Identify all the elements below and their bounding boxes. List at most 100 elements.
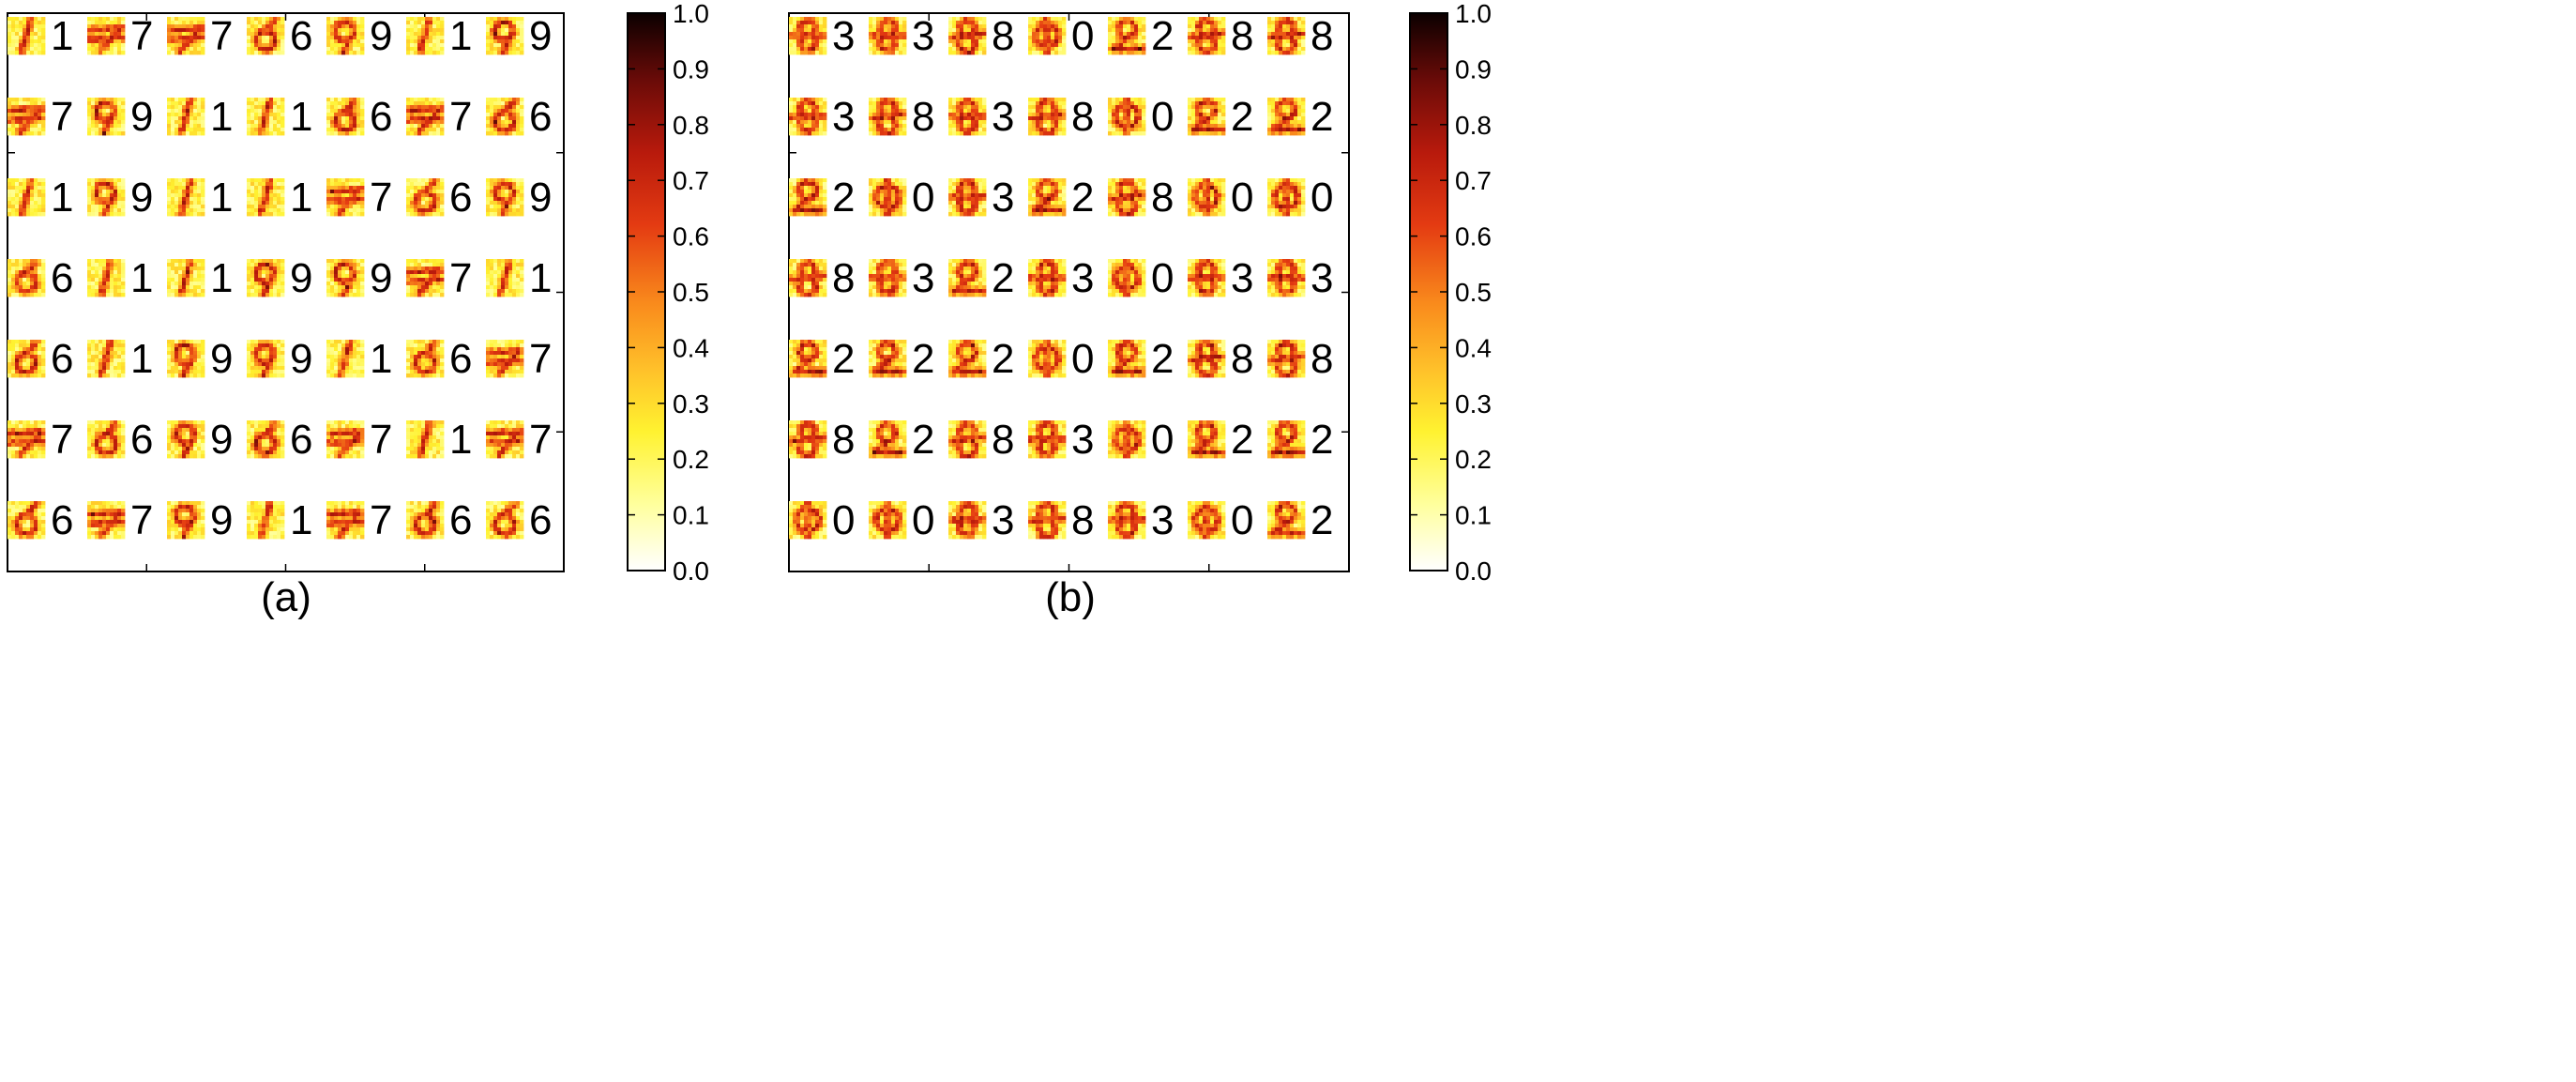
tile-pixel — [167, 197, 172, 202]
tile-pixel — [114, 285, 118, 290]
tile-pixel — [174, 516, 179, 521]
tile-pixel — [117, 362, 122, 367]
tile-pixel — [117, 355, 122, 359]
tile-pixel — [178, 340, 183, 344]
tile-pixel — [493, 505, 498, 510]
tile-pixel — [277, 116, 281, 121]
tile-pixel — [197, 274, 202, 279]
tile-pixel — [421, 120, 426, 125]
tile-pixel — [247, 505, 251, 510]
tile-pixel — [356, 47, 361, 52]
tile-pixel — [273, 270, 278, 275]
tile-pixel — [436, 366, 441, 371]
tile-pixel — [87, 501, 92, 506]
tile-pixel — [178, 524, 183, 528]
tile-pixel — [508, 47, 513, 52]
tile-pixel — [505, 278, 509, 282]
tile-pixel — [167, 278, 172, 282]
tile-pixel — [490, 531, 494, 536]
tile-pixel — [265, 358, 270, 363]
tile-pixel — [8, 439, 12, 444]
tile-pixel — [167, 39, 172, 44]
tile-pixel — [512, 263, 517, 267]
tile-pixel — [98, 370, 103, 374]
tile-pixel — [356, 343, 361, 348]
tile-pixel — [23, 113, 27, 117]
tile-pixel — [429, 193, 433, 198]
tile-pixel — [330, 274, 335, 279]
tile-pixel — [280, 43, 285, 48]
tile-pixel — [493, 373, 498, 378]
tile-pixel — [171, 131, 175, 136]
tile-pixel — [360, 516, 365, 521]
digit-label: 9 — [210, 336, 233, 382]
tile-pixel — [106, 505, 111, 510]
tile-pixel — [265, 420, 270, 425]
tile-pixel — [262, 420, 266, 425]
tile-pixel — [178, 267, 183, 271]
tile-pixel — [432, 51, 437, 55]
tile-pixel — [30, 39, 35, 44]
tile-pixel — [30, 51, 35, 55]
tile-pixel — [254, 432, 259, 436]
tile-pixel — [326, 270, 331, 275]
tile-pixel — [425, 439, 430, 444]
tile-pixel — [330, 197, 335, 202]
tile-pixel — [516, 263, 521, 267]
tile-pixel — [520, 358, 524, 363]
tile-pixel — [440, 428, 445, 433]
tile-pixel — [114, 524, 118, 528]
tile-pixel — [429, 113, 433, 117]
tile-pixel — [330, 278, 335, 282]
tile-pixel — [486, 512, 491, 517]
tile-pixel — [91, 362, 96, 367]
tile-pixel — [95, 47, 99, 52]
tile-pixel — [497, 450, 502, 455]
tile-pixel — [258, 36, 263, 40]
tile-pixel — [273, 524, 278, 528]
tile-pixel — [273, 205, 278, 209]
tile-pixel — [117, 420, 122, 425]
tile-pixel — [493, 208, 498, 213]
tile-pixel — [186, 113, 190, 117]
tile-pixel — [421, 36, 426, 40]
tile-pixel — [121, 278, 126, 282]
tile-pixel — [269, 535, 274, 540]
tile-pixel — [356, 527, 361, 532]
tile-pixel — [250, 450, 255, 455]
tile-pixel — [493, 51, 498, 55]
tile-pixel — [493, 24, 498, 29]
tile-pixel — [167, 128, 172, 132]
tile-pixel — [106, 293, 111, 297]
tile-pixel — [193, 186, 198, 190]
tile-pixel — [197, 43, 202, 48]
tile-pixel — [193, 289, 198, 294]
tile-pixel — [38, 505, 42, 510]
tile-pixel — [110, 24, 114, 29]
tile-pixel — [516, 113, 521, 117]
tile-pixel — [106, 373, 111, 378]
tile-pixel — [338, 51, 342, 55]
tile-pixel — [8, 278, 12, 282]
tile-pixel — [189, 178, 194, 183]
tile-pixel — [250, 366, 255, 371]
tile-pixel — [410, 428, 415, 433]
tile-pixel — [102, 520, 107, 525]
tile-pixel — [490, 21, 494, 25]
tile-pixel — [360, 270, 365, 275]
tile-pixel — [182, 443, 187, 448]
tile-pixel — [432, 454, 437, 459]
tile-pixel — [338, 343, 342, 348]
tile-pixel — [95, 193, 99, 198]
tile-pixel — [114, 527, 118, 532]
tile-pixel — [345, 355, 350, 359]
tile-pixel — [516, 120, 521, 125]
tile-pixel — [429, 432, 433, 436]
tile-pixel — [114, 439, 118, 444]
tile-pixel — [38, 116, 42, 121]
tile-pixel — [91, 259, 96, 264]
tile-pixel — [117, 450, 122, 455]
tile-pixel — [508, 454, 513, 459]
tile-pixel — [280, 424, 285, 429]
tile-pixel — [178, 186, 183, 190]
